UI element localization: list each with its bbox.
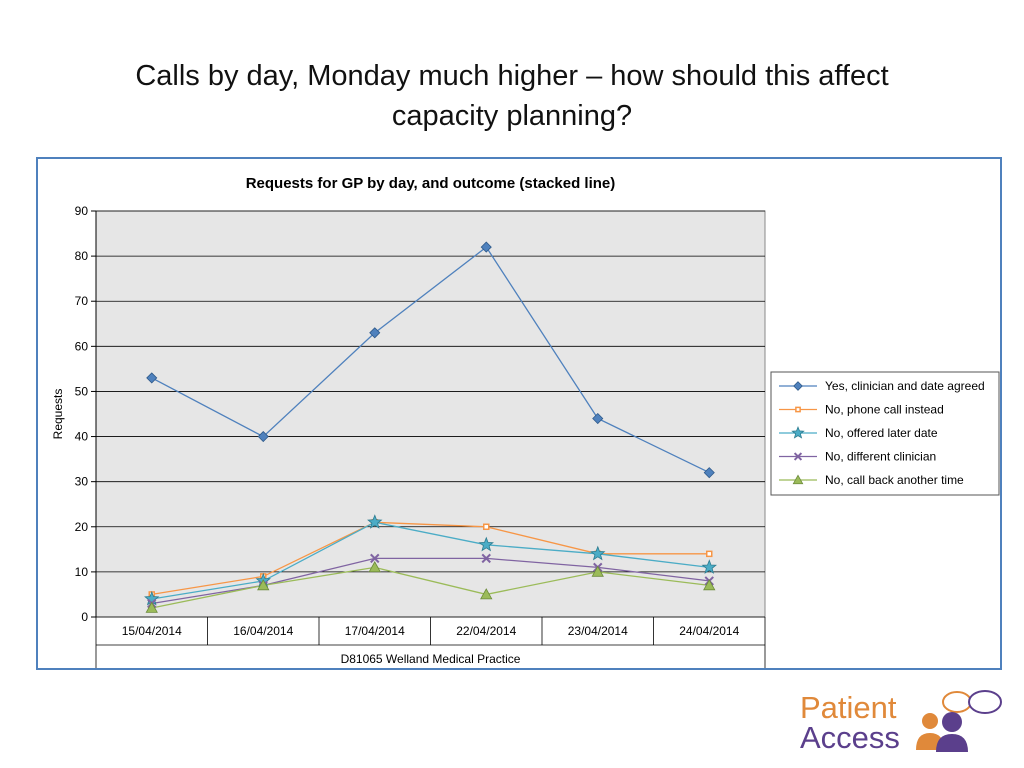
x-tick-label: 23/04/2014 — [568, 624, 628, 638]
slide-title: Calls by day, Monday much higher – how s… — [0, 56, 1024, 136]
y-tick-label: 50 — [75, 384, 89, 398]
legend-label-4: No, different clinician — [825, 450, 936, 464]
y-axis-label: Requests — [51, 389, 65, 440]
series-1-point — [146, 372, 158, 384]
chart-title: Requests for GP by day, and outcome (sta… — [246, 175, 616, 192]
patient-access-logo: Patient Access — [800, 688, 1010, 758]
y-tick-label: 70 — [75, 294, 89, 308]
series-1-point — [369, 327, 381, 339]
series-3-point — [590, 545, 606, 561]
y-tick-label: 80 — [75, 249, 89, 263]
legend-marker-4 — [793, 452, 803, 461]
people-speech-icon — [916, 690, 1002, 752]
legend-label-2: No, phone call instead — [825, 403, 944, 417]
chart-frame: Requests for GP by day, and outcome (sta… — [36, 157, 1002, 670]
series-5-point — [368, 561, 381, 573]
series-5-point — [145, 601, 158, 613]
x-tick-label: 17/04/2014 — [345, 624, 405, 638]
plot-area — [95, 210, 766, 618]
series-5-point — [480, 588, 493, 600]
logo-word-patient: Patient — [800, 690, 897, 725]
series-1-point — [703, 467, 715, 479]
legend-marker-1 — [793, 381, 803, 391]
series-5-point — [257, 579, 270, 591]
logo-word-access: Access — [800, 720, 900, 755]
series-2-point — [706, 550, 713, 558]
series-line-2 — [151, 521, 710, 596]
slide-title-line-2: capacity planning? — [391, 100, 633, 132]
x-tick-label: 16/04/2014 — [233, 624, 293, 638]
legend-label-3: No, offered later date — [825, 426, 938, 440]
y-tick-label: 20 — [75, 520, 89, 534]
legend-marker-3 — [791, 426, 805, 439]
series-3-point — [478, 536, 494, 552]
series-1-point — [257, 430, 269, 443]
y-tick-label: 0 — [81, 610, 88, 624]
x-tick-label: 15/04/2014 — [122, 624, 182, 638]
series-line-1 — [151, 246, 710, 474]
series-4-point — [481, 553, 491, 564]
y-tick-label: 30 — [75, 475, 89, 489]
y-tick-label: 60 — [75, 339, 89, 353]
x-tick-label: 24/04/2014 — [679, 624, 739, 638]
x-axis-label: D81065 Welland Medical Practice — [341, 652, 521, 666]
series-line-5 — [151, 566, 710, 609]
legend-marker-2 — [795, 406, 801, 413]
series-3-point — [367, 514, 383, 529]
series-2-point — [483, 523, 490, 531]
series-line-4 — [151, 557, 710, 605]
legend-label-1: Yes, clinician and date agreed — [825, 379, 985, 393]
series-4-point — [370, 553, 380, 564]
x-tick-label: 22/04/2014 — [456, 624, 516, 638]
series-5-point — [703, 579, 716, 591]
series-3-point — [701, 559, 717, 574]
chart: Requests for GP by day, and outcome (sta… — [51, 175, 1000, 668]
slide-title-line-1: Calls by day, Monday much higher – how s… — [135, 60, 889, 92]
series-1-point — [480, 241, 492, 253]
y-tick-label: 40 — [75, 430, 89, 444]
y-tick-label: 90 — [75, 204, 89, 218]
series-1-point — [592, 412, 604, 425]
series-line-3 — [151, 521, 710, 600]
series-5-point — [591, 565, 604, 577]
legend-marker-5 — [792, 474, 804, 485]
legend-label-5: No, call back another time — [825, 473, 964, 487]
y-tick-label: 10 — [75, 565, 89, 579]
